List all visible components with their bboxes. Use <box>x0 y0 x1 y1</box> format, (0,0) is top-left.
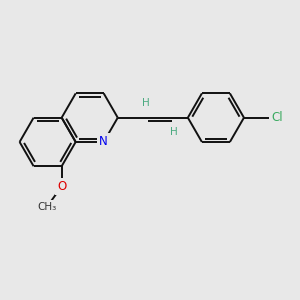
Text: Cl: Cl <box>272 111 284 124</box>
Text: H: H <box>170 127 178 137</box>
Text: CH₃: CH₃ <box>38 202 57 212</box>
Text: N: N <box>99 136 108 148</box>
Text: O: O <box>57 180 66 193</box>
Text: H: H <box>142 98 150 108</box>
